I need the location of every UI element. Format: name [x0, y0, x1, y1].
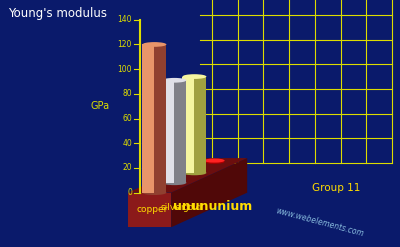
Text: www.webelements.com: www.webelements.com	[275, 206, 365, 238]
Polygon shape	[142, 44, 154, 193]
Polygon shape	[154, 44, 166, 193]
Text: 120: 120	[118, 40, 132, 49]
Ellipse shape	[162, 78, 186, 83]
Ellipse shape	[142, 190, 166, 195]
Ellipse shape	[182, 170, 206, 175]
Polygon shape	[162, 80, 174, 183]
Polygon shape	[128, 193, 171, 227]
Text: 80: 80	[122, 89, 132, 98]
Text: Group 11: Group 11	[312, 183, 360, 193]
Ellipse shape	[142, 42, 166, 47]
Text: copper: copper	[137, 205, 168, 214]
Polygon shape	[174, 80, 186, 183]
Text: 20: 20	[122, 164, 132, 172]
Text: silver: silver	[160, 203, 185, 211]
Ellipse shape	[204, 159, 225, 163]
Polygon shape	[182, 77, 194, 173]
Polygon shape	[128, 158, 247, 193]
Text: 100: 100	[118, 65, 132, 74]
Ellipse shape	[204, 160, 225, 164]
Text: 140: 140	[118, 15, 132, 24]
Text: unununium: unununium	[173, 200, 252, 213]
Polygon shape	[171, 158, 247, 227]
Text: 40: 40	[122, 139, 132, 148]
Ellipse shape	[182, 74, 206, 79]
Text: gold: gold	[182, 203, 202, 211]
Text: 60: 60	[122, 114, 132, 123]
Polygon shape	[194, 77, 206, 173]
Text: 0: 0	[127, 188, 132, 197]
Text: Young's modulus: Young's modulus	[8, 7, 107, 21]
Text: GPa: GPa	[90, 101, 110, 111]
Ellipse shape	[162, 180, 186, 185]
